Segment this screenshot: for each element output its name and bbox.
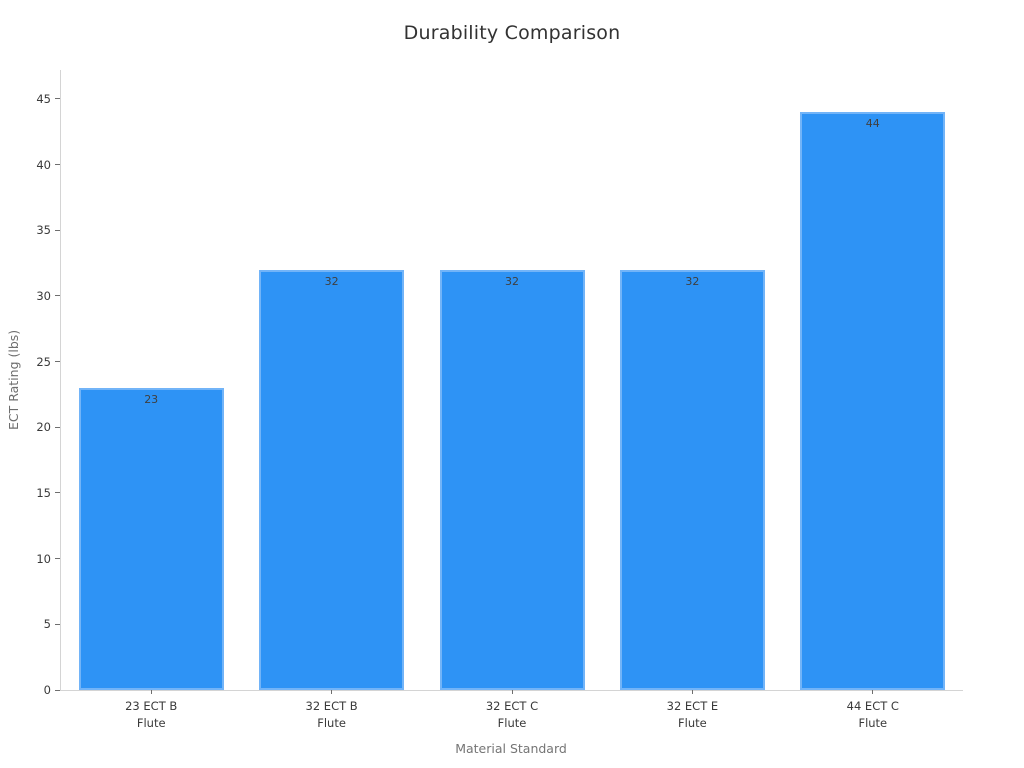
x-axis-title: Material Standard	[455, 741, 567, 756]
bar-32-ect-e-flute	[619, 269, 765, 690]
x-tick-mark	[331, 690, 333, 694]
bar-value-label: 32	[505, 274, 519, 288]
y-tick-mark	[55, 426, 60, 428]
y-tick-mark	[55, 229, 60, 231]
y-tick-label: 20	[36, 420, 51, 435]
x-tick-label: 32 ECT B Flute	[305, 699, 358, 730]
y-tick-label: 5	[43, 617, 51, 632]
y-tick-label: 45	[36, 91, 51, 106]
x-tick-mark	[872, 690, 874, 694]
x-tick-label: 44 ECT C Flute	[846, 699, 899, 730]
y-tick-label: 0	[43, 683, 51, 697]
y-tick-mark	[55, 492, 60, 494]
y-tick-label: 10	[36, 551, 51, 566]
x-tick-label: 32 ECT E Flute	[666, 699, 719, 730]
y-tick-mark	[55, 623, 60, 625]
x-tick-mark	[691, 690, 693, 694]
y-tick-label: 40	[36, 157, 51, 172]
y-tick-label: 25	[36, 354, 51, 369]
y-tick-mark	[55, 558, 60, 560]
bar-32-ect-c-flute	[439, 269, 585, 690]
y-tick-mark	[55, 164, 60, 166]
x-tick-mark	[511, 690, 513, 694]
y-tick-mark	[55, 689, 60, 691]
y-tick-label: 35	[36, 223, 51, 238]
bar-value-label: 44	[865, 117, 880, 131]
chart-title: Durability Comparison	[403, 22, 621, 44]
bar-value-label: 32	[685, 274, 700, 288]
bar-32-ect-b-flute	[259, 269, 405, 690]
plot-area: 0 5 10 15 20 25 30 35 40 45 23 23 ECT B Flute 32 32 E…	[36, 70, 963, 730]
x-tick-label: 23 ECT B Flute	[125, 699, 178, 730]
x-tick-mark	[150, 690, 152, 694]
bar-44-ect-c-flute	[800, 112, 946, 690]
bar-23-ect-b-flute	[78, 387, 224, 690]
y-tick-mark	[55, 361, 60, 363]
x-tick-label: 32 ECT C Flute	[485, 699, 539, 730]
y-tick-mark	[55, 98, 60, 100]
y-tick-label: 30	[36, 288, 51, 303]
bar-value-label: 32	[324, 274, 339, 288]
y-tick-mark	[55, 295, 60, 297]
bar-value-label: 23	[144, 392, 159, 406]
y-tick-label: 15	[36, 485, 51, 500]
